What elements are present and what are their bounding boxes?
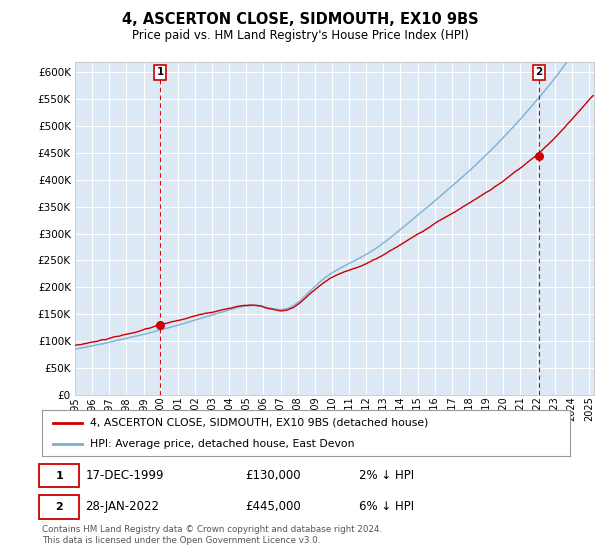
Text: 6% ↓ HPI: 6% ↓ HPI <box>359 501 414 514</box>
Text: 4, ASCERTON CLOSE, SIDMOUTH, EX10 9BS: 4, ASCERTON CLOSE, SIDMOUTH, EX10 9BS <box>122 12 478 27</box>
Text: 2: 2 <box>535 67 542 77</box>
Text: 2% ↓ HPI: 2% ↓ HPI <box>359 469 414 482</box>
Text: 1: 1 <box>56 470 63 480</box>
Text: 17-DEC-1999: 17-DEC-1999 <box>85 469 164 482</box>
Text: 1: 1 <box>157 67 164 77</box>
Text: 28-JAN-2022: 28-JAN-2022 <box>85 501 159 514</box>
Text: £130,000: £130,000 <box>245 469 301 482</box>
Text: Contains HM Land Registry data © Crown copyright and database right 2024.
This d: Contains HM Land Registry data © Crown c… <box>42 525 382 545</box>
Text: 2: 2 <box>56 502 63 512</box>
Text: £445,000: £445,000 <box>245 501 301 514</box>
FancyBboxPatch shape <box>40 464 79 487</box>
Text: HPI: Average price, detached house, East Devon: HPI: Average price, detached house, East… <box>89 439 354 449</box>
Text: 4, ASCERTON CLOSE, SIDMOUTH, EX10 9BS (detached house): 4, ASCERTON CLOSE, SIDMOUTH, EX10 9BS (d… <box>89 418 428 428</box>
FancyBboxPatch shape <box>40 495 79 519</box>
Text: Price paid vs. HM Land Registry's House Price Index (HPI): Price paid vs. HM Land Registry's House … <box>131 29 469 42</box>
